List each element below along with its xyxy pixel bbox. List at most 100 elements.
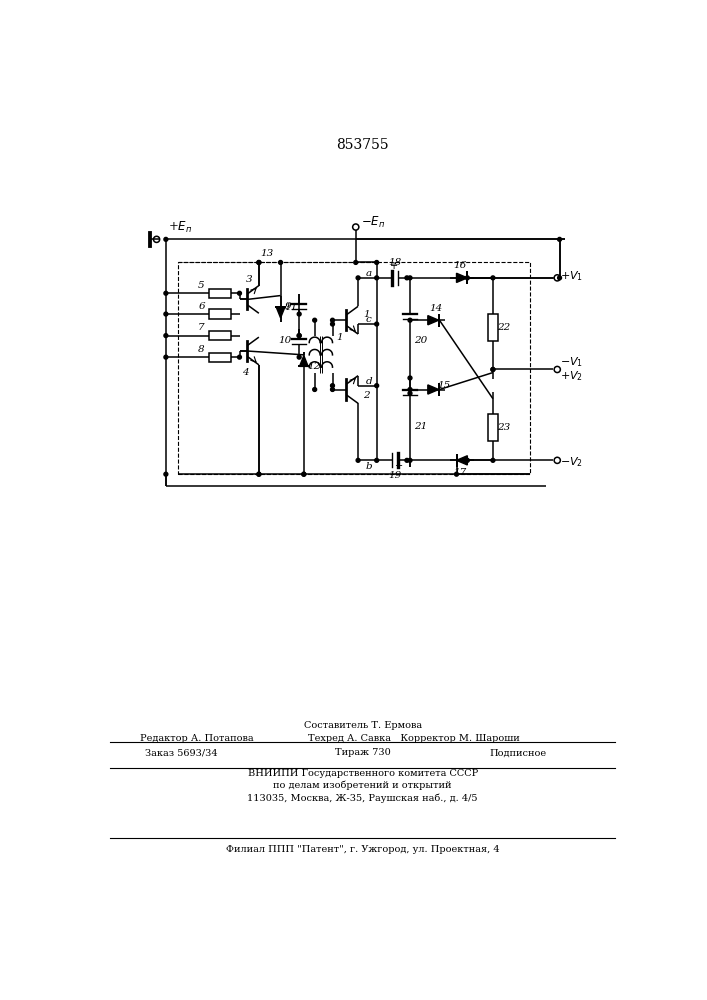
Text: Составитель Т. Ермова: Составитель Т. Ермова (304, 721, 422, 730)
Text: a: a (366, 269, 372, 278)
Text: 12: 12 (308, 362, 320, 371)
Circle shape (356, 458, 360, 462)
Circle shape (491, 368, 495, 371)
Bar (177, 262, 530, 474)
Circle shape (354, 261, 358, 264)
Circle shape (164, 472, 168, 476)
Text: 8: 8 (198, 345, 205, 354)
Text: d: d (366, 377, 373, 386)
Circle shape (408, 376, 412, 380)
Circle shape (331, 384, 334, 388)
Circle shape (297, 355, 301, 359)
Circle shape (375, 261, 379, 264)
Text: +$V_1$: +$V_1$ (561, 269, 583, 283)
Text: Редактор А. Потапова: Редактор А. Потапова (140, 734, 254, 743)
Text: 1: 1 (336, 333, 343, 342)
Text: 21: 21 (414, 422, 428, 431)
Text: 22: 22 (497, 323, 510, 332)
Text: 853755: 853755 (337, 138, 389, 152)
Circle shape (455, 472, 458, 476)
Text: 10: 10 (279, 336, 292, 345)
Text: 3: 3 (245, 275, 252, 284)
Text: 9: 9 (284, 302, 291, 311)
Circle shape (164, 291, 168, 295)
Circle shape (408, 391, 412, 395)
Bar (488, 314, 498, 341)
Text: +$E_п$: +$E_п$ (168, 219, 192, 235)
Text: 17: 17 (454, 468, 467, 477)
Bar (209, 309, 231, 319)
Bar (209, 331, 231, 340)
Text: 19: 19 (388, 471, 401, 480)
Circle shape (408, 458, 412, 462)
Circle shape (408, 318, 412, 322)
Text: 6: 6 (198, 302, 205, 311)
Text: 14: 14 (430, 304, 443, 313)
Circle shape (405, 276, 409, 280)
Text: $-V_1$: $-V_1$ (561, 356, 583, 369)
Circle shape (279, 261, 283, 264)
Circle shape (302, 472, 305, 476)
Circle shape (331, 318, 334, 322)
Bar (488, 414, 498, 441)
Circle shape (331, 388, 334, 391)
Circle shape (257, 261, 261, 264)
Text: 7: 7 (198, 323, 205, 332)
Circle shape (257, 472, 261, 476)
Circle shape (302, 472, 305, 476)
Text: +$V_2$: +$V_2$ (561, 370, 583, 383)
Circle shape (375, 458, 379, 462)
Text: Тираж 730: Тираж 730 (335, 748, 390, 757)
Circle shape (375, 384, 379, 388)
Circle shape (257, 472, 261, 476)
Text: 11: 11 (284, 303, 297, 312)
Circle shape (408, 388, 412, 391)
Circle shape (491, 458, 495, 462)
Circle shape (312, 388, 317, 391)
Circle shape (356, 276, 360, 280)
Circle shape (164, 355, 168, 359)
Text: 18: 18 (388, 258, 401, 267)
Text: Техред А. Савка   Корректор М. Шароши: Техред А. Савка Корректор М. Шароши (308, 734, 520, 743)
Circle shape (331, 322, 334, 326)
Text: Заказ 5693/34: Заказ 5693/34 (145, 748, 218, 757)
Text: 15: 15 (438, 381, 451, 390)
Polygon shape (457, 273, 467, 282)
Circle shape (408, 276, 412, 280)
Polygon shape (428, 385, 438, 394)
Text: 4: 4 (243, 368, 249, 377)
Circle shape (164, 237, 168, 241)
Circle shape (312, 318, 317, 322)
Text: 1: 1 (363, 310, 370, 319)
Text: 16: 16 (454, 261, 467, 270)
Circle shape (297, 334, 301, 338)
Polygon shape (457, 456, 467, 465)
Polygon shape (300, 356, 308, 366)
Circle shape (297, 334, 301, 338)
Text: Филиал ППП "Патент", г. Ужгород, ул. Проектная, 4: Филиал ППП "Патент", г. Ужгород, ул. Про… (226, 844, 500, 854)
Text: по делам изобретений и открытий: по делам изобретений и открытий (274, 781, 452, 790)
Text: ВНИИПИ Государственного комитета СССР: ВНИИПИ Государственного комитета СССР (247, 769, 478, 778)
Text: b: b (366, 462, 373, 471)
Circle shape (164, 312, 168, 316)
Circle shape (558, 237, 561, 241)
Text: $-E_п$: $-E_п$ (361, 215, 385, 230)
Text: $-V_2$: $-V_2$ (561, 455, 583, 469)
Bar (209, 353, 231, 362)
Text: c: c (366, 315, 372, 324)
Circle shape (297, 312, 301, 316)
Circle shape (164, 334, 168, 338)
Circle shape (238, 355, 241, 359)
Bar (209, 289, 231, 298)
Polygon shape (428, 316, 438, 325)
Text: 13: 13 (260, 249, 273, 258)
Text: 2: 2 (363, 391, 370, 400)
Circle shape (405, 458, 409, 462)
Circle shape (465, 276, 469, 280)
Text: 5: 5 (198, 281, 205, 290)
Circle shape (375, 322, 379, 326)
Circle shape (558, 276, 561, 280)
Circle shape (257, 261, 261, 264)
Circle shape (491, 276, 495, 280)
Text: +: + (390, 261, 398, 271)
